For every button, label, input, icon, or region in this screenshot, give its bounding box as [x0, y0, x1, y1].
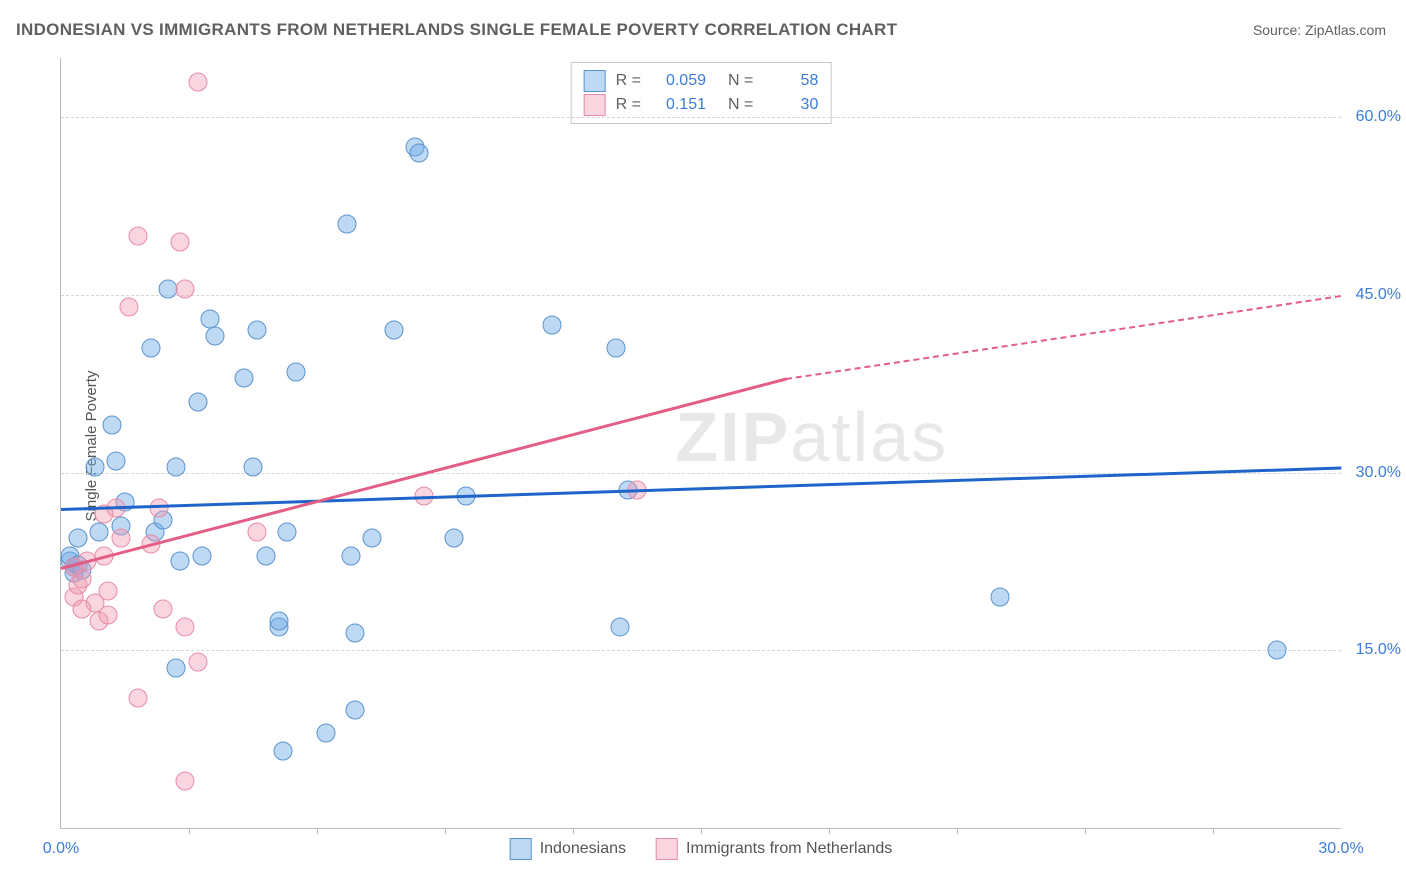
watermark: ZIPatlas — [675, 397, 948, 477]
scatter-point — [90, 522, 109, 541]
x-tick-label: 0.0% — [43, 840, 79, 858]
y-tick-label: 60.0% — [1356, 108, 1401, 126]
scatter-point — [120, 297, 139, 316]
scatter-point — [175, 771, 194, 790]
scatter-point — [98, 582, 117, 601]
x-tick-mark — [317, 828, 318, 834]
scatter-point — [188, 653, 207, 672]
stats-r-value: 0.151 — [651, 96, 706, 114]
watermark-bold: ZIP — [675, 398, 790, 476]
scatter-point — [410, 143, 429, 162]
scatter-point — [346, 623, 365, 642]
x-tick-mark — [829, 828, 830, 834]
scatter-point — [606, 339, 625, 358]
trend-line — [786, 295, 1341, 380]
scatter-point — [542, 315, 561, 334]
scatter-point — [192, 546, 211, 565]
stats-r-value: 0.059 — [651, 72, 706, 90]
scatter-point — [141, 339, 160, 358]
legend-swatch — [584, 94, 606, 116]
scatter-point — [248, 321, 267, 340]
scatter-point — [171, 552, 190, 571]
scatter-point — [201, 309, 220, 328]
scatter-point — [286, 362, 305, 381]
y-tick-label: 30.0% — [1356, 464, 1401, 482]
watermark-rest: atlas — [790, 398, 948, 476]
gridline — [61, 650, 1341, 651]
series-legend: Indonesians Immigrants from Netherlands — [510, 838, 893, 860]
scatter-point — [1268, 641, 1287, 660]
stats-n-label: N = — [728, 96, 753, 114]
scatter-point — [86, 457, 105, 476]
legend-swatch — [656, 838, 678, 860]
scatter-point — [98, 605, 117, 624]
scatter-point — [128, 226, 147, 245]
scatter-point — [273, 742, 292, 761]
scatter-point — [278, 522, 297, 541]
y-tick-label: 45.0% — [1356, 286, 1401, 304]
scatter-point — [73, 570, 92, 589]
scatter-point — [171, 232, 190, 251]
scatter-point — [342, 546, 361, 565]
scatter-point — [248, 522, 267, 541]
scatter-point — [316, 724, 335, 743]
scatter-point — [444, 528, 463, 547]
legend-item: Indonesians — [510, 838, 626, 860]
y-tick-label: 15.0% — [1356, 641, 1401, 659]
stats-legend: R = 0.059 N = 58 R = 0.151 N = 30 — [571, 62, 832, 124]
gridline — [61, 295, 1341, 296]
scatter-point — [150, 499, 169, 518]
scatter-point — [188, 72, 207, 91]
x-tick-mark — [189, 828, 190, 834]
stats-n-value: 30 — [763, 96, 818, 114]
scatter-point — [337, 214, 356, 233]
x-tick-mark — [701, 828, 702, 834]
scatter-point — [244, 457, 263, 476]
x-tick-mark — [573, 828, 574, 834]
x-tick-mark — [957, 828, 958, 834]
scatter-point — [175, 280, 194, 299]
stats-legend-row: R = 0.151 N = 30 — [584, 94, 819, 116]
x-tick-mark — [445, 828, 446, 834]
scatter-point — [103, 416, 122, 435]
stats-n-label: N = — [728, 72, 753, 90]
stats-r-label: R = — [616, 96, 641, 114]
scatter-point — [167, 457, 186, 476]
scatter-point — [175, 617, 194, 636]
scatter-point — [256, 546, 275, 565]
scatter-point — [235, 368, 254, 387]
scatter-point — [107, 451, 126, 470]
x-tick-mark — [1213, 828, 1214, 834]
scatter-point — [111, 528, 130, 547]
legend-swatch — [510, 838, 532, 860]
stats-n-value: 58 — [763, 72, 818, 90]
scatter-point — [610, 617, 629, 636]
scatter-point — [384, 321, 403, 340]
scatter-point — [69, 528, 88, 547]
legend-swatch — [584, 70, 606, 92]
scatter-point — [346, 700, 365, 719]
scatter-chart: ZIPatlas R =0.059N =58R =0.151N =30 Indo… — [60, 58, 1341, 829]
x-tick-label: 30.0% — [1318, 840, 1363, 858]
stats-legend-row: R = 0.059 N = 58 — [584, 70, 819, 92]
source-attribution: Source: ZipAtlas.com — [1253, 22, 1386, 38]
scatter-point — [128, 688, 147, 707]
scatter-point — [167, 659, 186, 678]
x-tick-mark — [1085, 828, 1086, 834]
scatter-point — [154, 599, 173, 618]
scatter-point — [990, 588, 1009, 607]
chart-title: INDONESIAN VS IMMIGRANTS FROM NETHERLAND… — [16, 20, 897, 40]
scatter-point — [269, 611, 288, 630]
legend-item: Immigrants from Netherlands — [656, 838, 892, 860]
legend-label: Indonesians — [540, 840, 626, 858]
scatter-point — [205, 327, 224, 346]
gridline — [61, 117, 1341, 118]
scatter-point — [188, 392, 207, 411]
stats-r-label: R = — [616, 72, 641, 90]
scatter-point — [363, 528, 382, 547]
legend-label: Immigrants from Netherlands — [686, 840, 892, 858]
